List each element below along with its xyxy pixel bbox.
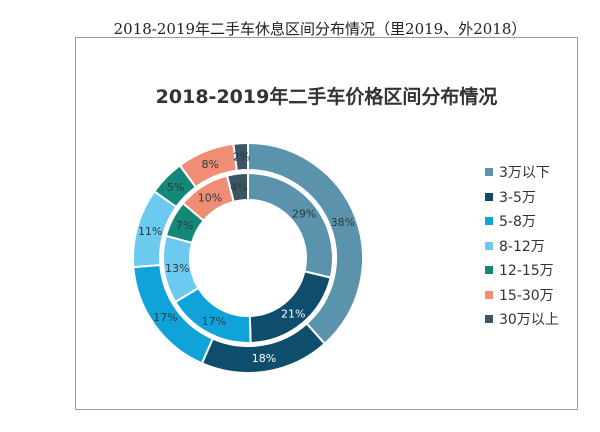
legend-item: 15-30万	[485, 283, 559, 308]
inner-label-2: 17%	[202, 315, 226, 328]
legend-swatch	[485, 192, 493, 201]
legend: 3万以下 3-5万 5-8万 8-12万 12-15万 15-30万 30万以上	[485, 160, 559, 332]
outer-slice-6	[232, 141, 249, 172]
legend-label: 15-30万	[499, 287, 554, 304]
legend-swatch	[485, 168, 493, 177]
inner-label-5: 10%	[198, 191, 222, 204]
outer-label-1: 18%	[252, 352, 276, 365]
legend-label: 8-12万	[499, 238, 545, 255]
outer-label-4: 5%	[167, 181, 184, 194]
inner-label-1: 21%	[281, 307, 305, 320]
inner-label-6: 4%	[230, 181, 247, 194]
outer-label-5: 8%	[202, 158, 219, 171]
legend-label: 12-15万	[499, 263, 554, 280]
chart-title: 2018-2019年二手车价格区间分布情况	[155, 86, 498, 108]
legend-label: 5-8万	[499, 214, 536, 231]
legend-swatch	[485, 266, 493, 275]
inner-label-3: 13%	[165, 262, 189, 275]
legend-swatch	[485, 217, 493, 226]
legend-swatch	[485, 290, 493, 299]
inner-label-0: 29%	[292, 208, 316, 221]
legend-label: 3-5万	[499, 189, 536, 206]
legend-label: 3万以下	[499, 165, 550, 182]
outer-label-3: 11%	[138, 225, 162, 238]
legend-swatch	[485, 241, 493, 250]
outer-label-2: 17%	[153, 311, 177, 324]
legend-label: 30万以上	[499, 312, 559, 329]
legend-item: 8-12万	[485, 234, 559, 259]
outer-label-6: 2%	[233, 151, 250, 164]
inner-slice-6	[225, 171, 249, 204]
page-title: 2018-2019年二手车休息区间分布情况（里2019、外2018）	[113, 20, 527, 38]
legend-item: 3万以下	[485, 160, 559, 185]
chart-frame: 2018-2019年二手车价格区间分布情况	[75, 37, 578, 410]
legend-item: 12-15万	[485, 258, 559, 283]
legend-item: 3-5万	[485, 185, 559, 210]
legend-item: 30万以上	[485, 307, 559, 332]
inner-label-4: 7%	[176, 219, 193, 232]
outer-label-0: 38%	[331, 216, 355, 229]
legend-swatch	[485, 315, 493, 324]
legend-item: 5-8万	[485, 209, 559, 234]
